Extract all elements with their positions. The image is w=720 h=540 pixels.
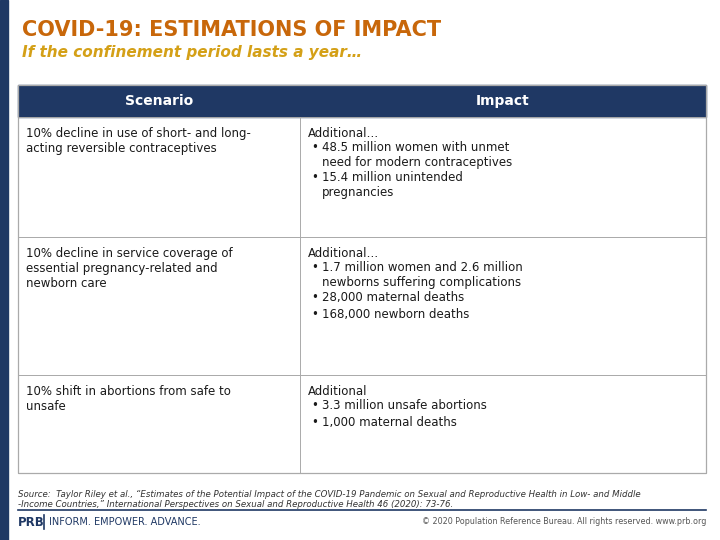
Bar bbox=[18, 375, 706, 473]
Text: Impact: Impact bbox=[476, 94, 530, 108]
Text: •: • bbox=[311, 171, 318, 184]
Text: 48.5 million women with unmet
need for modern contraceptives: 48.5 million women with unmet need for m… bbox=[322, 141, 512, 169]
Text: INFORM. EMPOWER. ADVANCE.: INFORM. EMPOWER. ADVANCE. bbox=[49, 517, 201, 527]
Text: •: • bbox=[311, 291, 318, 304]
Text: 1,000 maternal deaths: 1,000 maternal deaths bbox=[322, 416, 457, 429]
Text: Additional: Additional bbox=[308, 385, 367, 398]
Text: 10% shift in abortions from safe to
unsafe: 10% shift in abortions from safe to unsa… bbox=[26, 385, 231, 413]
Text: © 2020 Population Reference Bureau. All rights reserved. www.prb.org: © 2020 Population Reference Bureau. All … bbox=[422, 517, 706, 526]
Bar bbox=[18, 117, 706, 237]
Text: 28,000 maternal deaths: 28,000 maternal deaths bbox=[322, 291, 464, 304]
Text: 10% decline in service coverage of
essential pregnancy-related and
newborn care: 10% decline in service coverage of essen… bbox=[26, 247, 233, 290]
Bar bbox=[18, 85, 706, 117]
Text: 15.4 million unintended
pregnancies: 15.4 million unintended pregnancies bbox=[322, 171, 463, 199]
Bar bbox=[18, 85, 706, 117]
Text: •: • bbox=[311, 261, 318, 274]
Text: PRB: PRB bbox=[18, 516, 45, 529]
Text: Additional…: Additional… bbox=[308, 127, 379, 140]
Text: •: • bbox=[311, 399, 318, 412]
Bar bbox=[0, 0, 8, 540]
Text: Scenario: Scenario bbox=[125, 94, 193, 108]
Text: •: • bbox=[311, 141, 318, 154]
Text: 10% decline in use of short- and long-
acting reversible contraceptives: 10% decline in use of short- and long- a… bbox=[26, 127, 251, 155]
Text: •: • bbox=[311, 308, 318, 321]
Text: COVID-19: ESTIMATIONS OF IMPACT: COVID-19: ESTIMATIONS OF IMPACT bbox=[22, 20, 441, 40]
Text: •: • bbox=[311, 416, 318, 429]
Text: If the confinement period lasts a year…: If the confinement period lasts a year… bbox=[22, 44, 362, 59]
Text: 168,000 newborn deaths: 168,000 newborn deaths bbox=[322, 308, 469, 321]
Bar bbox=[18, 237, 706, 375]
Bar bbox=[18, 85, 706, 473]
Text: 3.3 million unsafe abortions: 3.3 million unsafe abortions bbox=[322, 399, 487, 412]
Text: 1.7 million women and 2.6 million
newborns suffering complications: 1.7 million women and 2.6 million newbor… bbox=[322, 261, 523, 289]
Text: Additional…: Additional… bbox=[308, 247, 379, 260]
Text: Source:  Taylor Riley et al., “Estimates of the Potential Impact of the COVID-19: Source: Taylor Riley et al., “Estimates … bbox=[18, 490, 641, 509]
